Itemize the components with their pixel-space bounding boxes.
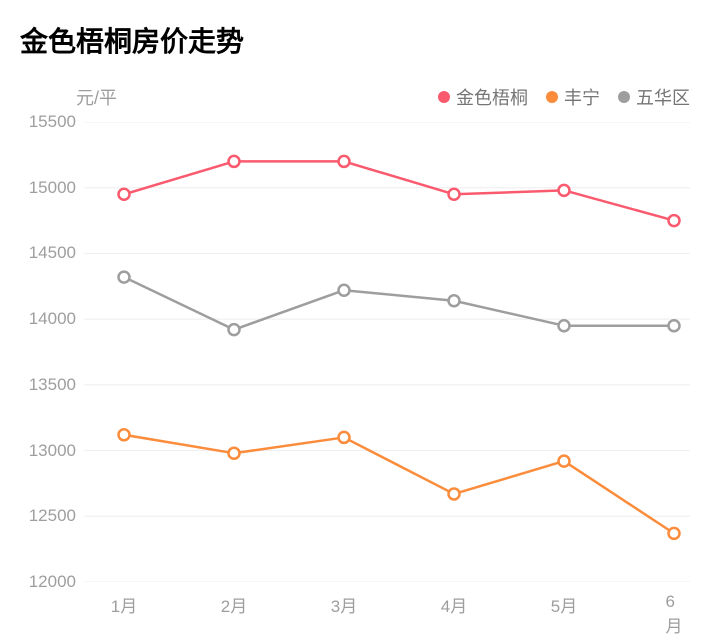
x-tick-label: 2月 (221, 592, 247, 617)
data-point-marker (229, 324, 240, 335)
legend-item: 丰宁 (546, 84, 600, 110)
legend-label: 丰宁 (564, 84, 600, 110)
data-point-marker (669, 320, 680, 331)
x-tick-label: 5月 (551, 592, 577, 617)
x-axis: 1月2月3月4月5月6月 (84, 586, 690, 622)
data-point-marker (449, 488, 460, 499)
data-point-marker (669, 528, 680, 539)
y-tick-label: 12500 (29, 506, 76, 526)
data-point-marker (339, 285, 350, 296)
line-chart-svg (84, 122, 690, 582)
legend-label: 五华区 (636, 84, 690, 110)
data-point-marker (119, 429, 130, 440)
data-point-marker (449, 189, 460, 200)
data-point-marker (119, 272, 130, 283)
chart-header-row: 元/平 金色梧桐 丰宁 五华区 (20, 84, 690, 110)
x-tick-label: 4月 (441, 592, 467, 617)
data-point-marker (229, 156, 240, 167)
legend-item: 金色梧桐 (438, 84, 528, 110)
chart-area: 1550015000145001400013500130001250012000… (20, 122, 690, 622)
chart-container: 金色梧桐房价走势 元/平 金色梧桐 丰宁 五华区 15500 15000 14500 14… (0, 0, 718, 640)
x-tick-label: 3月 (331, 592, 357, 617)
y-tick-label: 15500 (29, 112, 76, 132)
data-point-marker (229, 448, 240, 459)
series-line (124, 277, 674, 330)
legend: 金色梧桐 丰宁 五华区 (117, 84, 690, 110)
series-line (124, 161, 674, 220)
data-point-marker (339, 432, 350, 443)
page-title: 金色梧桐房价走势 (20, 20, 690, 60)
legend-dot-icon (618, 91, 630, 103)
y-tick-label: 15000 (29, 178, 76, 198)
y-axis: 1550015000145001400013500130001250012000 (20, 122, 84, 622)
y-tick-label: 14000 (29, 309, 76, 329)
plot-area (84, 122, 690, 582)
legend-dot-icon (438, 91, 450, 103)
legend-item: 五华区 (618, 84, 690, 110)
y-tick-label: 13500 (29, 375, 76, 395)
data-point-marker (669, 215, 680, 226)
y-tick-label: 12000 (29, 572, 76, 592)
x-tick-label: 6月 (666, 592, 683, 637)
data-point-marker (559, 320, 570, 331)
y-tick-label: 14500 (29, 243, 76, 263)
y-axis-label: 元/平 (76, 84, 117, 110)
legend-label: 金色梧桐 (456, 84, 528, 110)
x-tick-label: 1月 (111, 592, 137, 617)
data-point-marker (339, 156, 350, 167)
y-tick-label: 13000 (29, 441, 76, 461)
data-point-marker (449, 295, 460, 306)
data-point-marker (559, 456, 570, 467)
data-point-marker (119, 189, 130, 200)
data-point-marker (559, 185, 570, 196)
legend-dot-icon (546, 91, 558, 103)
series-line (124, 435, 674, 534)
